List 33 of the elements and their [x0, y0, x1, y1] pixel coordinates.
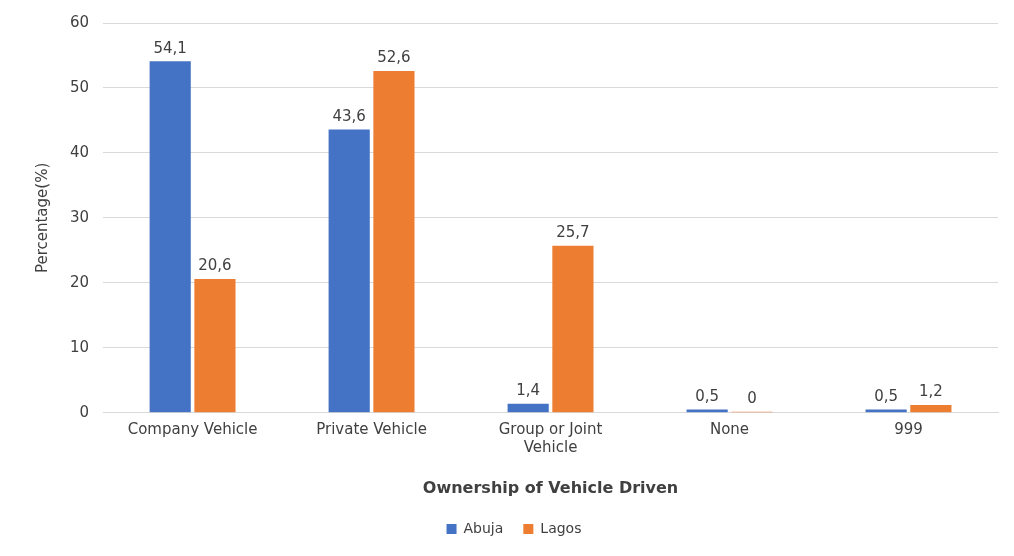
x-axis-title: Ownership of Vehicle Driven — [422, 477, 679, 497]
data-label: 25,7 — [556, 223, 590, 242]
bar — [194, 278, 236, 413]
bar — [149, 61, 191, 413]
bar — [552, 245, 594, 413]
y-tick-label: 50 — [69, 77, 90, 96]
x-tick-label: Group or Joint Vehicle — [498, 419, 603, 456]
data-label: 54,1 — [153, 38, 187, 57]
x-tick-label: 999 — [894, 419, 923, 438]
bar — [910, 405, 952, 413]
y-axis-title: Percentage(%) — [32, 162, 51, 274]
y-tick-label: 10 — [69, 337, 90, 356]
legend-label: Lagos — [540, 519, 582, 536]
bar — [373, 71, 415, 413]
y-tick-label: 0 — [79, 402, 90, 421]
bar — [507, 403, 549, 413]
data-label: 0,5 — [695, 386, 720, 405]
y-tick-label: 40 — [69, 142, 90, 161]
x-tick-label: None — [709, 419, 750, 438]
y-tick-label: 30 — [69, 207, 90, 226]
data-label: 1,4 — [516, 381, 541, 400]
data-label: 0,5 — [874, 386, 899, 405]
y-tick-label: 20 — [69, 272, 90, 291]
legend-label: Abuja — [463, 519, 504, 536]
x-tick-label: Company Vehicle — [127, 419, 258, 438]
data-label: 52,6 — [377, 48, 411, 67]
y-tick-label: 60 — [69, 12, 90, 31]
data-label: 43,6 — [332, 106, 366, 125]
data-label: 20,6 — [198, 256, 232, 275]
x-tick-label: Private Vehicle — [316, 419, 427, 438]
data-label: 1,2 — [918, 382, 943, 401]
data-label: 0 — [747, 389, 757, 408]
bar — [328, 129, 370, 413]
